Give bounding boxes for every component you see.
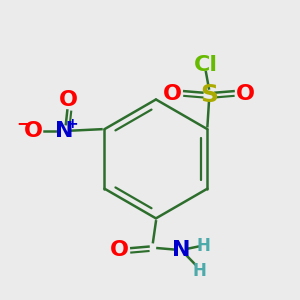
- Text: N: N: [172, 240, 190, 260]
- Text: O: O: [163, 83, 182, 103]
- Text: O: O: [110, 240, 129, 260]
- Text: O: O: [59, 90, 78, 110]
- Text: S: S: [200, 83, 218, 107]
- Text: O: O: [236, 83, 255, 103]
- Text: N: N: [55, 121, 74, 141]
- Text: O: O: [24, 121, 43, 141]
- Text: −: −: [16, 114, 30, 132]
- Text: Cl: Cl: [194, 55, 218, 75]
- Text: +: +: [67, 117, 79, 131]
- Text: H: H: [197, 237, 211, 255]
- Text: H: H: [192, 262, 206, 280]
